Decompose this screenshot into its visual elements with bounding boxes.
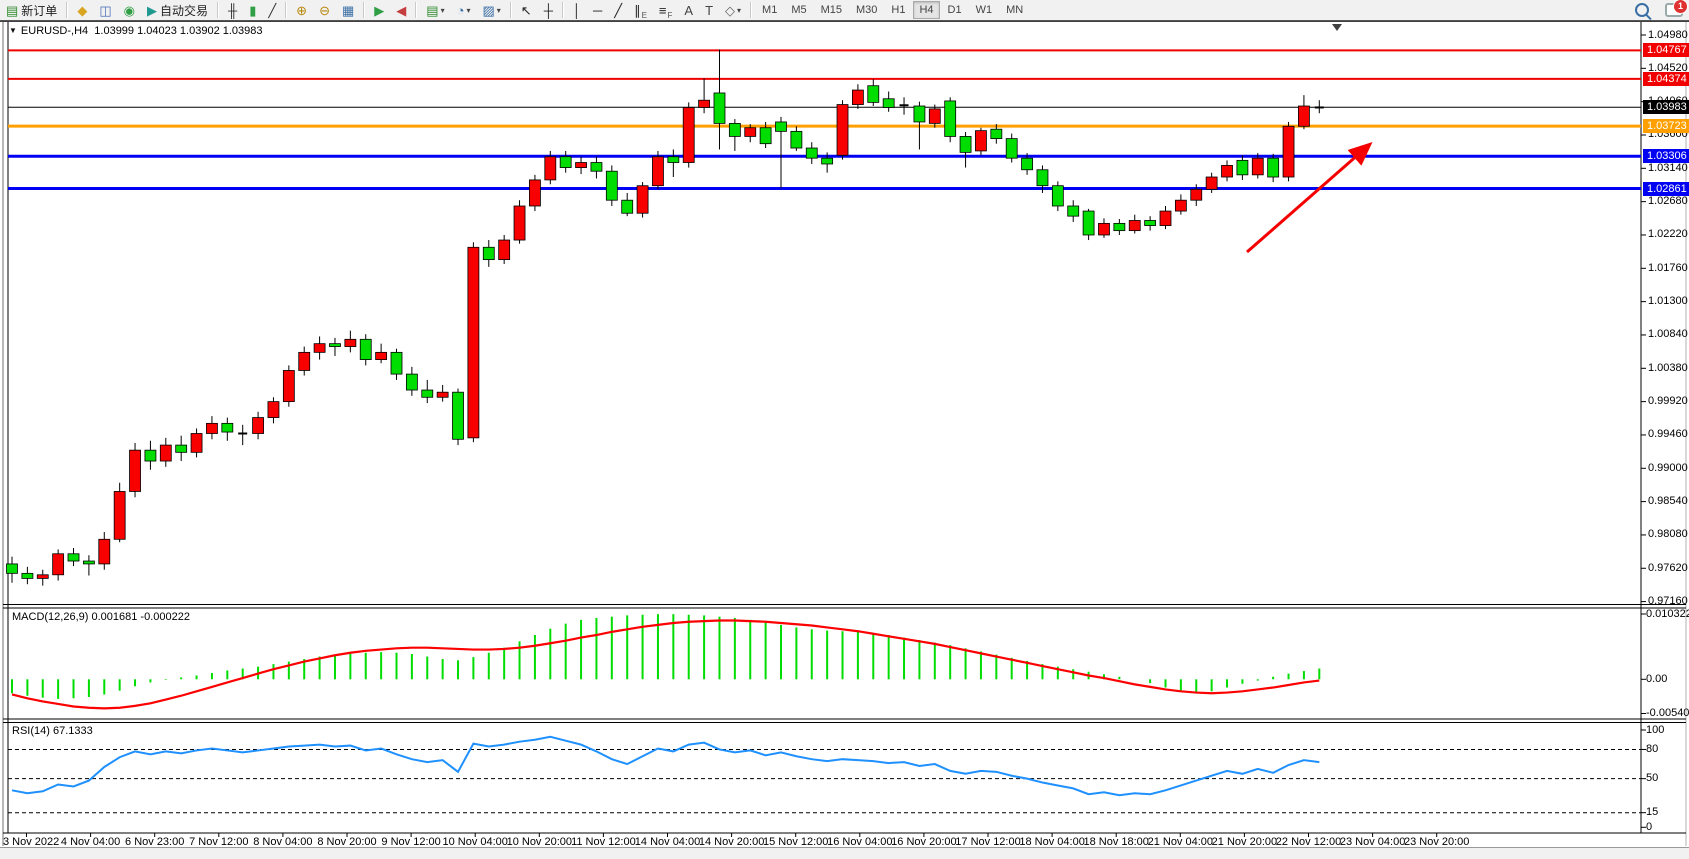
timeframe-button-h1[interactable]: H1 [891, 4, 906, 16]
toolbar-separator [415, 2, 418, 18]
timeframe-button-m1[interactable]: M1 [762, 4, 778, 16]
timeframe-button-d1[interactable]: D1 [947, 4, 962, 16]
periods-dropdown[interactable]: ◔ ▾ [452, 0, 476, 21]
zoom-in-icon-glyph: ⊕ [296, 2, 308, 18]
timeframe-button-mn[interactable]: MN [1006, 4, 1024, 16]
market-watch-icon[interactable]: ◫ [94, 0, 116, 21]
timeframe-button-m30[interactable]: M30 [856, 4, 878, 16]
toolbar-separator [750, 2, 753, 18]
candlestick-chart-icon[interactable]: ▮ [244, 0, 261, 21]
autotrading-button[interactable]: ▶ 自动交易 [142, 0, 213, 21]
trend-arrow-annotation[interactable] [1246, 142, 1373, 254]
timeframe-button-h4[interactable]: H4 [913, 1, 940, 19]
cursor-icon[interactable]: ↖ [516, 0, 537, 21]
zoom-out-icon-glyph: ⊖ [319, 2, 330, 18]
notification-count-badge: 1 [1673, 0, 1688, 14]
toolbar-separator [66, 2, 69, 18]
market-watch-icon-glyph: ◫ [99, 2, 112, 18]
chevron-down-icon: ▾ [496, 5, 501, 15]
rsi-line [11, 735, 1320, 797]
new-order-button-label: 新订单 [21, 3, 58, 18]
macd-signal-line [11, 619, 1320, 710]
horizontal-line-icon[interactable]: ─ [588, 0, 607, 21]
timeframe-button-m5[interactable]: M5 [791, 4, 807, 16]
timeframe-button-w1[interactable]: W1 [975, 4, 993, 16]
zoom-in-icon[interactable]: ⊕ [291, 0, 312, 21]
chart-window[interactable] [0, 21, 1689, 846]
chevron-down-icon: ▾ [440, 5, 445, 15]
trendline-icon-glyph: ╱ [614, 2, 623, 18]
fibonacci-icon[interactable]: ≡ F [654, 0, 677, 21]
bar-chart-icon-glyph: ╫ [227, 2, 238, 18]
tool-sub-letter: F [667, 10, 673, 20]
templates-dropdown[interactable]: ▨ ▾ [477, 0, 505, 21]
bar-chart-icon[interactable]: ╫ [223, 0, 242, 21]
candles [6, 49, 1324, 586]
equidistant-channel-icon[interactable]: ∥ E [629, 0, 652, 21]
candlestick-chart-icon-glyph: ▮ [249, 2, 257, 18]
vertical-line-icon[interactable]: │ [568, 0, 586, 21]
signals-icon[interactable]: ◉ [119, 0, 140, 21]
text-icon-glyph: A [684, 2, 694, 18]
tile-windows-icon[interactable]: ▦ [337, 0, 359, 21]
search-icon[interactable] [1635, 3, 1649, 17]
text-icon[interactable]: A [679, 0, 698, 21]
price-chart-canvas[interactable] [0, 21, 1689, 858]
chart-shift-icon-glyph: ◀ [396, 2, 407, 18]
tile-windows-icon-glyph: ▦ [341, 2, 355, 18]
zoom-out-icon[interactable]: ⊖ [314, 0, 335, 21]
autotrading-glyph: ▶ [146, 2, 157, 18]
horizontal-line-icon-glyph: ─ [593, 2, 603, 18]
toolbar-separator [285, 2, 288, 18]
crosshair-icon[interactable]: ┼ [539, 0, 558, 21]
toolbar-separator [363, 2, 366, 18]
fibonacci-icon-glyph: ≡ [658, 2, 667, 18]
line-chart-icon[interactable]: ╱ [263, 0, 281, 21]
indicators-glyph: ▤ [426, 2, 439, 18]
auto-scroll-icon-glyph: ▶ [374, 2, 385, 18]
new-order-glyph: ▤ [6, 2, 19, 18]
cursor-icon-glyph: ↖ [520, 2, 532, 18]
rsi-pane [8, 735, 1641, 814]
notifications-chat-icon[interactable]: 1 [1665, 0, 1688, 17]
equidistant-channel-icon-glyph: ∥ [634, 2, 641, 18]
megaphone-icon-glyph: ◆ [77, 2, 88, 18]
line-chart-icon-glyph: ╱ [268, 2, 277, 18]
vertical-line-icon-glyph: │ [572, 2, 582, 18]
label-icon-glyph: T [705, 2, 714, 18]
periods-glyph: ◔ [456, 2, 465, 18]
new-order-button[interactable]: ▤ 新订单 [1, 0, 62, 21]
megaphone-icon[interactable]: ◆ [72, 0, 92, 21]
indicators-dropdown[interactable]: ▤ ▾ [421, 0, 449, 21]
price-level-lines [8, 49, 1641, 191]
main-toolbar: ▤ 新订单 ◆ ◫ ◉ ▶ 自动交易 ╫ ▮ ╱ ⊕ ⊖ ▦ ▶ ◀ ▤ ▾ ◔ ▾ ▨ ▾ ↖ ┼ │ ─ ╱ ∥ E ≡ F A T ◇ ▾ M… [0, 0, 1689, 21]
toolbar-separator [216, 2, 219, 18]
chart-shift-marker [1332, 24, 1342, 31]
toolbar-separator [561, 2, 564, 18]
chart-shift-icon[interactable]: ◀ [391, 0, 411, 21]
macd-pane [11, 614, 1321, 710]
autotrading-button-label: 自动交易 [159, 3, 208, 18]
tool-sub-letter: E [641, 10, 647, 20]
label-icon[interactable]: T [700, 0, 718, 21]
shapes-dropdown[interactable]: ◇ ▾ [720, 0, 746, 21]
timeframe-button-m15[interactable]: M15 [820, 4, 843, 16]
shapes-glyph: ◇ [725, 2, 736, 18]
window-bottom-frame [0, 847, 1689, 859]
templates-glyph: ▨ [482, 2, 495, 18]
signals-icon-glyph: ◉ [123, 2, 135, 18]
crosshair-icon-glyph: ┼ [543, 2, 553, 18]
chevron-down-icon: ▾ [737, 5, 742, 15]
trendline-icon[interactable]: ╱ [609, 0, 627, 21]
auto-scroll-icon[interactable]: ▶ [369, 0, 389, 21]
chevron-down-icon: ▾ [466, 5, 471, 15]
toolbar-separator [509, 2, 512, 18]
